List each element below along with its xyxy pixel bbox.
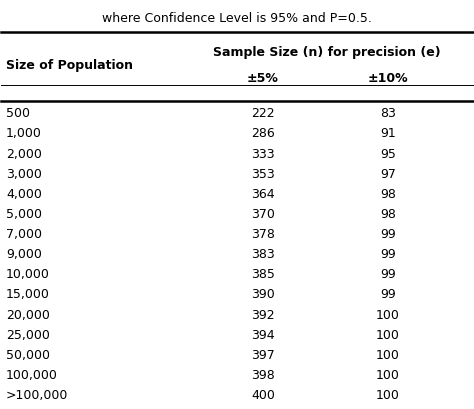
Text: 95: 95 [380,148,396,161]
Text: 390: 390 [251,288,275,301]
Text: 7,000: 7,000 [6,228,42,241]
Text: 100: 100 [376,389,400,402]
Text: 100: 100 [376,308,400,321]
Text: 4,000: 4,000 [6,188,42,201]
Text: 99: 99 [380,248,396,261]
Text: 370: 370 [251,208,275,221]
Text: ±10%: ±10% [367,72,408,85]
Text: 20,000: 20,000 [6,308,50,321]
Text: 1,000: 1,000 [6,128,42,140]
Text: 98: 98 [380,188,396,201]
Text: Sample Size (n) for precision (e): Sample Size (n) for precision (e) [213,46,440,58]
Text: where Confidence Level is 95% and P=0.5.: where Confidence Level is 95% and P=0.5. [102,11,372,25]
Text: 100,000: 100,000 [6,369,58,382]
Text: 100: 100 [376,369,400,382]
Text: 398: 398 [251,369,275,382]
Text: 98: 98 [380,208,396,221]
Text: 25,000: 25,000 [6,329,50,342]
Text: 100: 100 [376,329,400,342]
Text: 378: 378 [251,228,275,241]
Text: 97: 97 [380,168,396,181]
Text: 397: 397 [251,349,275,362]
Text: 83: 83 [380,107,396,120]
Text: 392: 392 [251,308,275,321]
Text: 10,000: 10,000 [6,268,50,281]
Text: 383: 383 [251,248,275,261]
Text: 353: 353 [251,168,275,181]
Text: 333: 333 [251,148,275,161]
Text: 2,000: 2,000 [6,148,42,161]
Text: 385: 385 [251,268,275,281]
Text: 100: 100 [376,349,400,362]
Text: 91: 91 [380,128,396,140]
Text: 99: 99 [380,288,396,301]
Text: 3,000: 3,000 [6,168,42,181]
Text: 99: 99 [380,268,396,281]
Text: 500: 500 [6,107,30,120]
Text: 400: 400 [251,389,275,402]
Text: 5,000: 5,000 [6,208,42,221]
Text: >100,000: >100,000 [6,389,68,402]
Text: 99: 99 [380,228,396,241]
Text: 364: 364 [251,188,275,201]
Text: 9,000: 9,000 [6,248,42,261]
Text: 50,000: 50,000 [6,349,50,362]
Text: ±5%: ±5% [247,72,279,85]
Text: Size of Population: Size of Population [6,59,133,72]
Text: 286: 286 [251,128,275,140]
Text: 222: 222 [251,107,275,120]
Text: 394: 394 [251,329,275,342]
Text: 15,000: 15,000 [6,288,50,301]
